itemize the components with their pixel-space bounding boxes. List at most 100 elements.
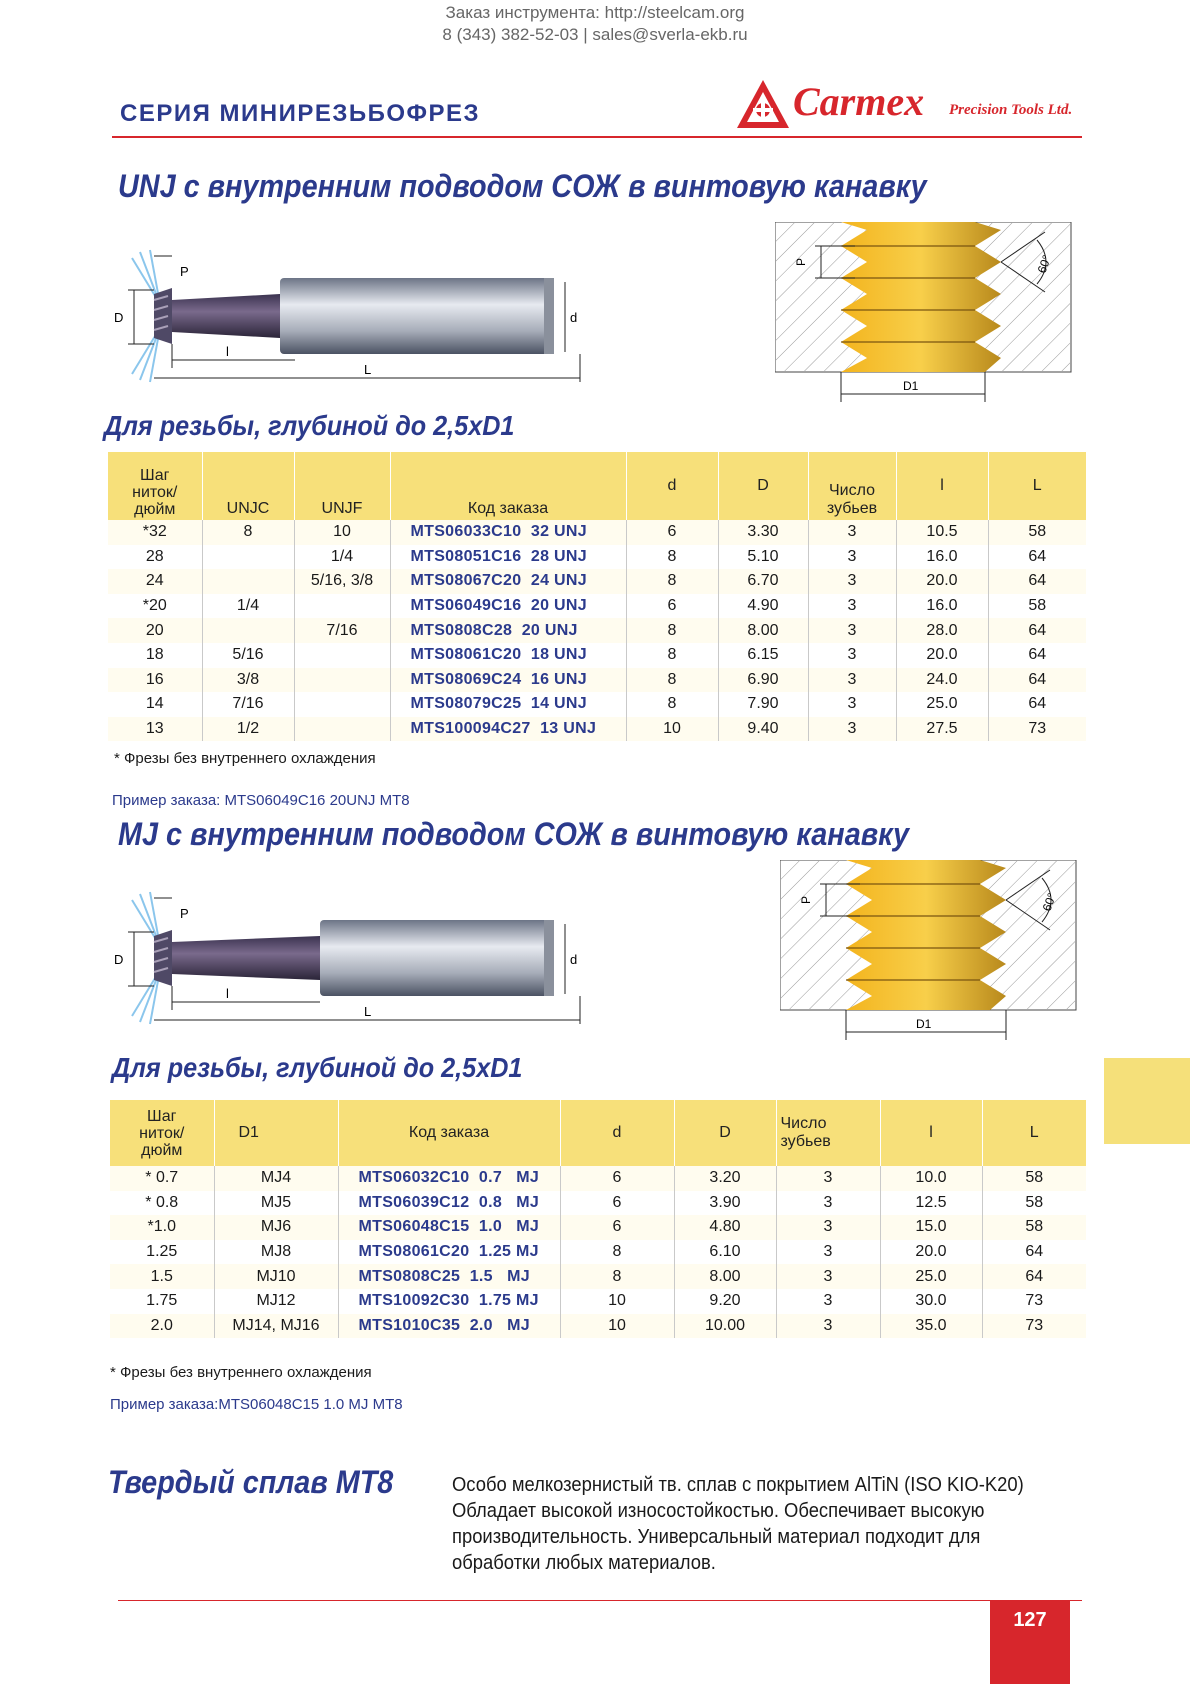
unj-cell: 8.00	[717, 618, 808, 643]
mj-col-d1: D1	[213, 1100, 338, 1166]
mj-cell: 6.10	[673, 1239, 776, 1265]
mj-cell: 10	[559, 1288, 674, 1314]
mj-cell: MJ10	[213, 1264, 338, 1289]
unj-cell: 14	[145, 695, 164, 713]
unj-cell: 6.70	[717, 569, 808, 594]
mj-table-row: *1.0 MJ6 MTS06048C15 1.0 MJ 6 4.80 3 15.0 58	[110, 1215, 1086, 1240]
unj-table-subtitle: Для резьбы, глубиной до 2,5xD1	[104, 410, 515, 441]
unj-table-row: 16 3/8 MTS08069C24 16 UNJ 8 6.90 3 24.0 64	[108, 667, 1086, 693]
unj-cell: 3	[807, 716, 896, 742]
header-order-line: Заказ инструмента: http://steelcam.org	[445, 3, 745, 22]
mj-cell: 30.0	[879, 1288, 982, 1314]
unj-cell	[293, 642, 390, 668]
unj-cell: 58	[987, 593, 1086, 619]
mj-cell: 8.00	[673, 1264, 776, 1289]
unj-table-row: *32 8 10 MTS06033C10 32 UNJ 6 3.30 3 10.5 58	[108, 520, 1086, 545]
unj-cell: 27.5	[895, 716, 988, 742]
carmex-emblem-icon	[737, 80, 789, 128]
mj-cell: MJ14, MJ16	[213, 1313, 338, 1339]
unj-cell	[201, 569, 294, 594]
unj-col-pitch: Шаг ниток/ дюйм	[108, 452, 202, 520]
unj-cell: 9.40	[717, 716, 808, 742]
unj-cell: *32	[108, 520, 202, 545]
unj-cell	[293, 593, 390, 619]
material-title: Твердый сплав MT8	[108, 1464, 394, 1500]
unj-cell: 25.0	[895, 692, 988, 717]
mj-col-d: d	[559, 1100, 674, 1166]
mj-order-code: MTS1010C35 2.0 MJ	[337, 1313, 560, 1339]
mj-cell: MJ8	[213, 1239, 338, 1265]
unj-cell: 10	[625, 716, 718, 742]
unj-cell: 8	[625, 569, 718, 594]
unj-order-code: MTS100094C27 13 UNJ	[389, 716, 626, 742]
mj-cell: *1.0	[110, 1215, 214, 1240]
mj-order-code: MTS06032C10 0.7 MJ	[337, 1166, 560, 1191]
mj-col-L: L	[981, 1100, 1086, 1166]
mj-order-code: MTS06048C15 1.0 MJ	[337, 1215, 560, 1240]
unj-cell: 28	[145, 547, 164, 565]
unj-cell: 10	[293, 520, 390, 545]
mj-col-code: Код заказа	[337, 1100, 560, 1166]
mj-cell: 25.0	[879, 1264, 982, 1289]
unj-cell: 6.90	[717, 667, 808, 693]
unj-cell: 3	[807, 667, 896, 693]
unj-cell: *20	[142, 597, 167, 615]
mj-diagram-D: D	[114, 952, 123, 967]
unj-cell	[293, 692, 390, 717]
unj-cell	[201, 618, 294, 643]
unj-cell: 5/16, 3/8	[293, 569, 390, 594]
unj-cell: 1/4	[293, 544, 390, 570]
unj-col-L: L	[987, 452, 1086, 520]
unj-cell	[293, 667, 390, 693]
unj-cell: 8	[625, 642, 718, 668]
mj-col-pitch: Шаг ниток/ дюйм	[110, 1100, 214, 1166]
mj-col-l: l	[879, 1100, 982, 1166]
mj-footnote: * Фрезы без внутреннего охлаждения	[110, 1364, 372, 1381]
unj-order-code: MTS08051C16 28 UNJ	[389, 544, 626, 570]
mj-cell: 2.0	[110, 1313, 214, 1339]
unj-section-title: UNJ с внутренним подводом СОЖ в винтовую…	[118, 168, 927, 204]
mj-spec-table: Шаг ниток/ дюйм D1 Код заказа d D Число …	[110, 1100, 1086, 1339]
mj-cell: 58	[981, 1190, 1086, 1216]
mj-cell: 3	[775, 1288, 880, 1314]
mj-cell: 1.25	[146, 1243, 178, 1261]
unj-col-unjc: UNJC	[201, 452, 294, 520]
unj-cell: 8	[625, 667, 718, 693]
unj-cell: 4.90	[717, 593, 808, 619]
mj-col-teeth: Число зубьев	[775, 1100, 880, 1166]
unj-footnote: * Фрезы без внутреннего охлаждения	[114, 750, 376, 767]
unj-cell: 3	[807, 520, 896, 545]
unj-cell: 73	[987, 716, 1086, 742]
unj-diagram-P: P	[180, 264, 189, 279]
mj-cell: * 0.8	[145, 1193, 179, 1211]
unj-spec-table: Шаг ниток/ дюйм UNJC UNJF Код заказа d D…	[108, 452, 1086, 742]
mj-cell: 8	[559, 1264, 674, 1289]
unj-cell: 10.5	[895, 520, 988, 545]
unj-table-row: 20 7/16 MTS0808C28 20 UNJ 8 8.00 3 28.0 64	[108, 618, 1086, 643]
unj-table-row: 13 1/2 MTS100094C27 13 UNJ 10 9.40 3 27.5 73	[108, 716, 1086, 742]
unj-cell: 8	[201, 520, 294, 545]
mj-cell: 3.90	[673, 1190, 776, 1216]
side-section-tab	[1104, 1058, 1190, 1144]
mj-cell: 35.0	[879, 1313, 982, 1339]
unj-cell: 64	[987, 667, 1086, 693]
mj-thread-profile: P 60° D1	[780, 860, 1077, 1040]
mj-cell: 1.5	[110, 1264, 214, 1289]
unj-order-example: Пример заказа: MTS06049C16 20UNJ MT8	[112, 792, 410, 809]
unj-cell: 5.10	[717, 544, 808, 570]
mj-cell: 6	[559, 1190, 674, 1216]
unj-col-code: Код заказа	[389, 452, 626, 520]
unj-cell: 28.0	[895, 618, 988, 643]
unj-thread-profile: P 60° D1	[775, 222, 1072, 402]
mj-cell: 3	[775, 1190, 880, 1216]
unj-cell: 8	[625, 692, 718, 717]
unj-cell: 3/8	[201, 667, 294, 693]
mj-profile-P: P	[799, 896, 813, 904]
mj-cell: 58	[981, 1166, 1086, 1191]
mj-cell: MJ4	[213, 1166, 338, 1191]
unj-table-row: 18 5/16 MTS08061C20 18 UNJ 8 6.15 3 20.0 64	[108, 642, 1086, 668]
mj-cell: 73	[981, 1313, 1086, 1339]
unj-cell: 1/4	[201, 593, 294, 619]
mj-profile-angle: 60°	[1040, 891, 1059, 913]
unj-cell: 7.90	[717, 692, 808, 717]
